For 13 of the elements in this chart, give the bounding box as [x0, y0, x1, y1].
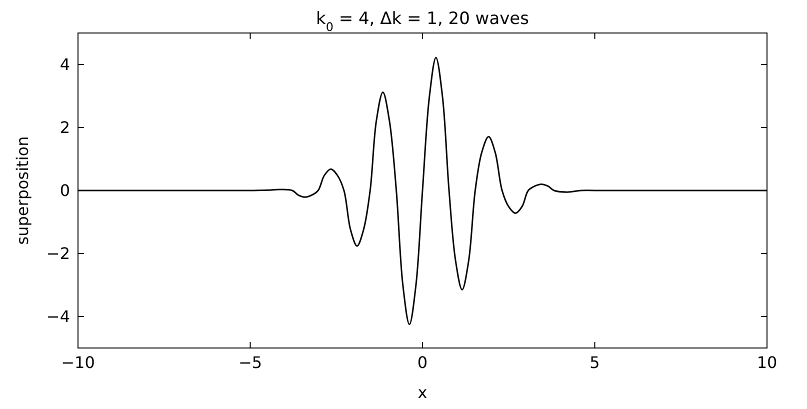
x-tick-label: −5	[238, 353, 262, 372]
x-tick-label: −10	[61, 353, 95, 372]
x-tick-label: 10	[756, 353, 778, 372]
y-tick-label: −4	[46, 307, 70, 326]
x-tick-label: 0	[417, 353, 428, 372]
y-tick-label: 4	[60, 55, 70, 74]
y-tick-label: 2	[60, 118, 70, 138]
y-axis-title: superposition	[13, 136, 32, 245]
x-tick-label: 5	[590, 353, 600, 372]
x-axis-title: x	[418, 383, 428, 402]
y-tick-label: −2	[46, 244, 70, 264]
y-tick-label: 0	[60, 181, 70, 200]
chart-title: k$_{0}$ = 4, Δk = 1, 20 waves	[316, 9, 530, 34]
